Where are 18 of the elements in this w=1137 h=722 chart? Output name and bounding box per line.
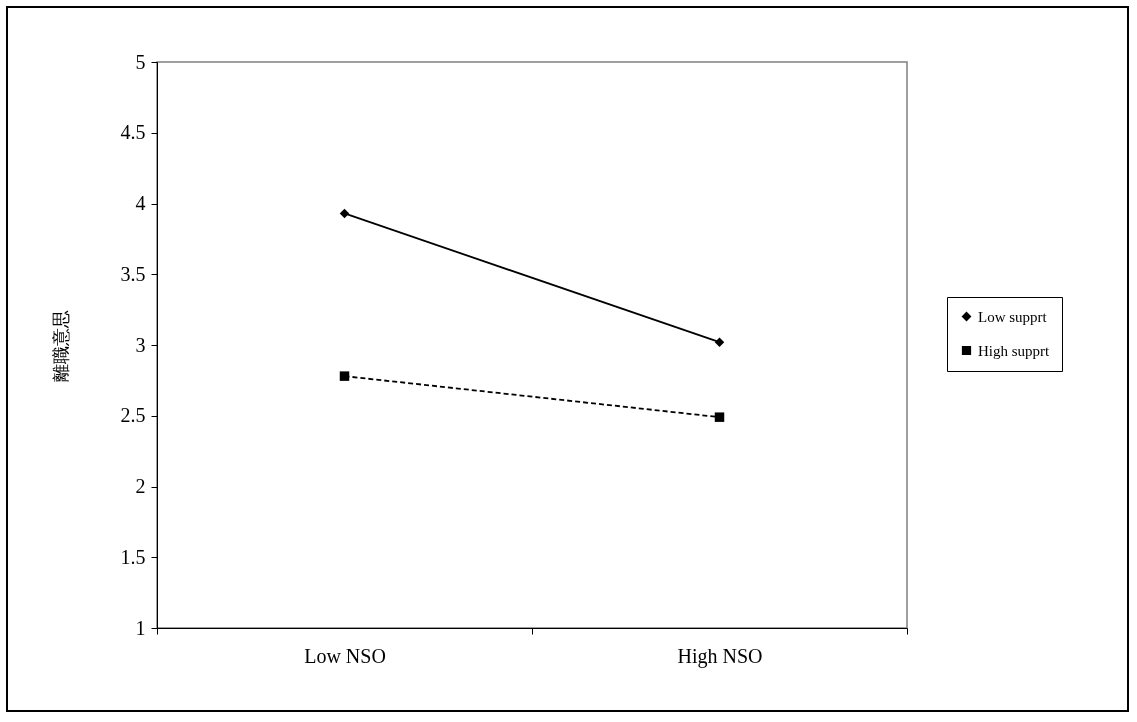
y-tick-label: 1.5: [120, 545, 146, 568]
legend-label: High supprt: [978, 342, 1051, 359]
y-tick-label: 2.5: [120, 404, 146, 427]
y-axis-title: 離職意思: [49, 309, 71, 382]
y-tick-label: 4: [135, 192, 146, 214]
point: [714, 337, 725, 347]
y-tick-label: 1: [135, 616, 146, 639]
legend-label: Low supprt: [978, 308, 1048, 325]
y-tick-label: 3.5: [120, 262, 146, 285]
point: [339, 371, 350, 381]
x-tick-label: Low NSO: [304, 644, 386, 667]
y-tick-label: 3: [135, 333, 146, 356]
y-tick-label: 2: [135, 475, 146, 497]
point: [714, 412, 725, 422]
x-tick-label: High NSO: [677, 644, 763, 668]
y-tick-label: 5: [135, 50, 146, 73]
point: [339, 208, 350, 219]
y-tick-label: 4.5: [120, 121, 146, 144]
